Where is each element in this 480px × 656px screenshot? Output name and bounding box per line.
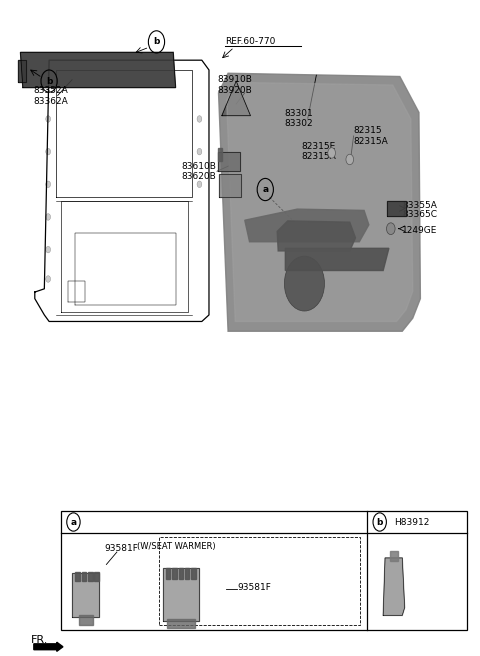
Polygon shape [95, 572, 99, 581]
Text: 82315A: 82315A [301, 152, 336, 161]
Polygon shape [166, 568, 170, 579]
Circle shape [197, 115, 202, 122]
Polygon shape [217, 152, 240, 171]
Polygon shape [227, 83, 413, 321]
Polygon shape [72, 573, 99, 617]
Text: H83912: H83912 [394, 518, 430, 527]
Text: b: b [376, 518, 383, 527]
Circle shape [197, 148, 202, 155]
Text: 83620B: 83620B [182, 172, 216, 181]
Text: 83365C: 83365C [402, 211, 437, 220]
Text: 83301: 83301 [284, 109, 312, 117]
Circle shape [197, 181, 202, 188]
Text: FR.: FR. [31, 635, 48, 646]
Circle shape [46, 214, 50, 220]
Text: b: b [46, 77, 52, 85]
Polygon shape [285, 249, 389, 270]
Text: 82315: 82315 [354, 126, 382, 135]
Text: REF.60-770: REF.60-770 [225, 37, 275, 47]
Polygon shape [179, 568, 183, 579]
Polygon shape [383, 558, 405, 615]
Polygon shape [172, 568, 177, 579]
Polygon shape [82, 572, 86, 581]
Text: 93581F: 93581F [238, 583, 272, 592]
Bar [61, 511, 467, 630]
Polygon shape [390, 552, 398, 560]
Polygon shape [387, 201, 406, 216]
Text: (W/SEAT WARMER): (W/SEAT WARMER) [137, 542, 216, 550]
Text: 83355A: 83355A [402, 201, 437, 210]
Polygon shape [18, 60, 26, 83]
Circle shape [386, 223, 395, 235]
Text: a: a [262, 185, 268, 194]
Circle shape [284, 256, 324, 311]
Circle shape [46, 181, 50, 188]
Text: 82315E: 82315E [301, 142, 336, 151]
Polygon shape [75, 572, 80, 581]
Polygon shape [168, 619, 195, 628]
Text: 83302: 83302 [284, 119, 312, 128]
Circle shape [46, 276, 50, 282]
Circle shape [46, 148, 50, 155]
Polygon shape [163, 568, 199, 621]
Text: a: a [71, 518, 76, 527]
Polygon shape [218, 73, 420, 331]
Text: 1249GE: 1249GE [402, 226, 438, 234]
Text: 93581F: 93581F [104, 544, 138, 553]
Text: 83910B: 83910B [217, 75, 252, 84]
Polygon shape [245, 209, 369, 242]
Polygon shape [217, 148, 222, 161]
Polygon shape [21, 52, 176, 88]
Circle shape [46, 247, 50, 253]
Polygon shape [192, 568, 196, 579]
Circle shape [346, 154, 354, 165]
Text: 83352A: 83352A [34, 87, 69, 95]
Bar [159, 537, 360, 625]
Circle shape [328, 148, 336, 158]
Polygon shape [79, 615, 93, 625]
Polygon shape [185, 568, 190, 579]
Text: 83920B: 83920B [217, 86, 252, 94]
FancyArrow shape [34, 642, 63, 651]
Polygon shape [88, 572, 93, 581]
Text: 83362A: 83362A [34, 97, 69, 106]
Text: 82315A: 82315A [354, 136, 388, 146]
Polygon shape [222, 81, 251, 115]
Text: b: b [153, 37, 160, 47]
Text: 83610B: 83610B [182, 161, 216, 171]
Polygon shape [277, 221, 356, 251]
Circle shape [46, 115, 50, 122]
Polygon shape [218, 174, 241, 197]
